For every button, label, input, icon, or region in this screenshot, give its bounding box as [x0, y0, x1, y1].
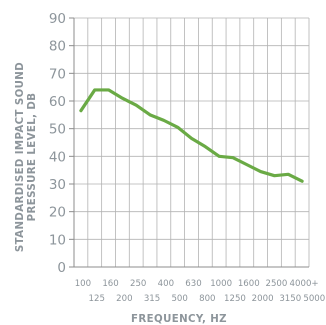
- x-tick-label-1250: 1250: [224, 294, 246, 304]
- x-tick-label-100: 100: [75, 279, 91, 289]
- x-tick-label-315: 315: [144, 294, 160, 304]
- x-tick-label-630: 630: [185, 279, 201, 289]
- axes: [69, 17, 309, 268]
- y-tick-label-80: 80: [49, 39, 66, 55]
- y-tick-label-50: 50: [49, 122, 66, 138]
- x-tick-label-800: 800: [199, 294, 215, 304]
- y-axis-title: STANDARDISED IMPACT SOUND PRESSURE LEVEL…: [15, 62, 38, 252]
- x-tick-label-500: 500: [171, 294, 187, 304]
- x-tick-label-3150: 3150: [279, 294, 301, 304]
- x-tick-label-1000: 1000: [210, 279, 232, 289]
- y-tick-label-10: 10: [49, 232, 66, 248]
- y-tick-label-0: 0: [57, 260, 66, 276]
- x-tick-label-125: 125: [89, 294, 105, 304]
- y-tick-label-40: 40: [49, 149, 66, 165]
- grid: [74, 17, 310, 268]
- y-tick-label-90: 90: [49, 11, 66, 27]
- x-axis-title: FREQUENCY, HZ: [131, 314, 227, 325]
- x-tick-label-160: 160: [102, 279, 118, 289]
- y-tick-label-70: 70: [49, 66, 66, 82]
- y-tick-label-60: 60: [49, 94, 66, 110]
- x-tick-label-1600: 1600: [238, 279, 260, 289]
- y-tick-label-20: 20: [49, 205, 66, 221]
- x-tick-label-200: 200: [116, 294, 132, 304]
- y-tick-label-30: 30: [49, 177, 66, 193]
- series-line-0: [79, 88, 304, 183]
- y-axis-title-line-1: STANDARDISED IMPACT SOUND: [15, 62, 26, 252]
- x-tick-label-2000: 2000: [252, 294, 274, 304]
- series-layer: [79, 88, 304, 183]
- y-axis-title-line-2: PRESSURE LEVEL, DB: [27, 93, 38, 222]
- x-tick-label-250: 250: [130, 279, 146, 289]
- x-tick-label-4000plus: 4000+: [290, 279, 319, 289]
- x-tick-label-5000plus: 5000+: [303, 294, 326, 304]
- x-tick-label-400: 400: [158, 279, 174, 289]
- x-tick-label-2500: 2500: [266, 279, 288, 289]
- tick-labels: 0 10 20 30 40 50 60 70 80 90 100 125 160 200 250 315 400…: [49, 11, 326, 304]
